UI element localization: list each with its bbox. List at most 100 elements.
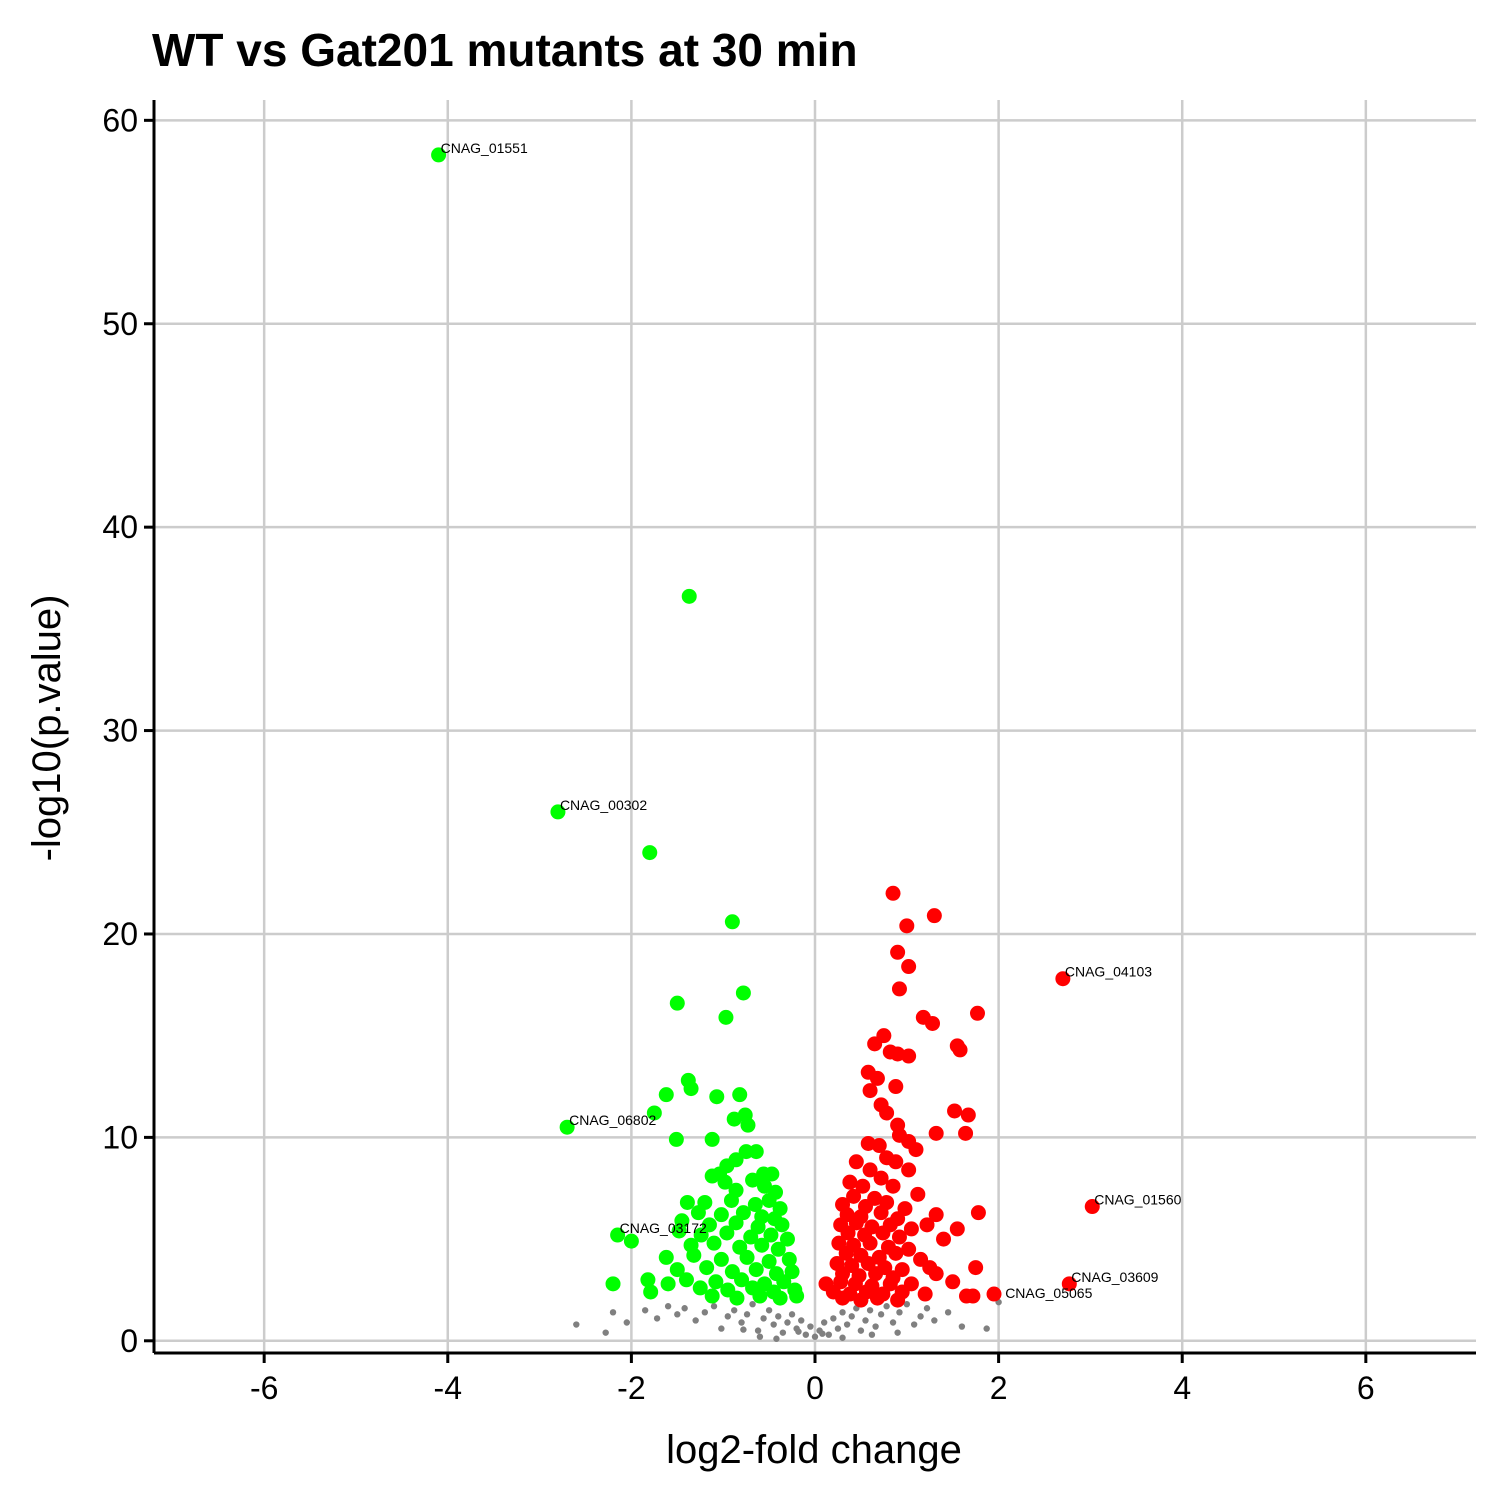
point-up [840,1225,856,1241]
point-up [891,1229,907,1245]
point-up [835,1290,851,1306]
y-tick-label: 30 [102,713,138,749]
grid-layer [154,100,1476,1353]
point-down [713,1251,729,1267]
point-ns [692,1317,699,1324]
point-ns [623,1319,630,1326]
x-tick-label: -2 [617,1370,645,1406]
x-tick-label: -6 [250,1370,278,1406]
point-down [763,1227,779,1243]
point-up [926,908,942,924]
point-up [848,1215,864,1231]
point-ns [760,1315,767,1322]
point-up [885,1178,901,1194]
point-down [719,1225,735,1241]
point-up [960,1107,976,1123]
point-up [867,1036,883,1052]
point-down [643,1284,659,1300]
point-up [949,1221,965,1237]
x-tick-label: 6 [1357,1370,1375,1406]
point-ns [664,1303,672,1310]
point-down [752,1288,768,1304]
point-up [901,1241,917,1257]
point-up [862,1235,878,1251]
point-ns [779,1329,787,1336]
y-tick-label: 50 [102,306,138,342]
point-down [779,1231,795,1247]
chart-title: WT vs Gat201 mutants at 30 min [152,24,858,76]
point-down [739,1249,755,1265]
point-down [728,1215,744,1231]
point-down [748,1262,764,1278]
point-up [888,1245,904,1261]
point-down [718,1009,734,1025]
point-down [709,1089,725,1105]
point-up [869,1290,885,1306]
point-ns [802,1331,810,1338]
point-ns [807,1323,814,1330]
point-down [747,1197,763,1213]
point-up [862,1083,878,1099]
point-ns [877,1311,885,1318]
y-tick-label: 40 [102,509,138,545]
point-down [605,1276,621,1292]
point-down [686,1247,702,1263]
point-up [901,959,917,975]
point-down [761,1253,777,1269]
point-up [888,1154,904,1170]
point-ns [868,1331,876,1338]
point-down [761,1192,777,1208]
x-tick-label: 0 [806,1370,824,1406]
point-down [734,1272,750,1288]
point-down [704,1131,720,1147]
point-down [735,985,751,1001]
point-down [671,1223,687,1239]
point-ns [773,1335,780,1342]
point-up [890,1292,906,1308]
point-up [873,1170,889,1186]
point-down [692,1280,708,1296]
point-down [623,1233,639,1249]
point-ns [848,1313,855,1320]
point-ns [843,1321,851,1328]
point-up [917,1286,933,1302]
point-down [701,1217,717,1233]
point-up [891,981,907,997]
point-down [729,1290,745,1306]
point-ns [958,1323,966,1330]
y-tick-label: 20 [102,916,138,952]
point-ns [731,1307,738,1314]
point-ns [710,1303,718,1310]
point-ns [820,1319,828,1326]
point-up [855,1178,871,1194]
point-down [764,1166,780,1182]
point-down [642,845,658,861]
point-up [899,918,915,934]
point-up [868,1266,884,1282]
point-ns [681,1305,688,1312]
point-down [704,1288,720,1304]
point-labels-layer: CNAG_01551 CNAG_00302 CNAG_04103 CNAG_06802… [441,140,1182,1301]
point-up [986,1286,1002,1302]
point-up [869,1070,885,1086]
point-up [928,1207,944,1223]
point-up [1055,971,1071,987]
point-down [724,914,740,930]
point-ns [811,1333,819,1340]
point-down [723,1192,739,1208]
point-down [658,1087,674,1103]
y-tick-label: 60 [102,102,138,138]
x-axis-title: log2-fold change [666,1428,962,1472]
point-ns [775,1313,782,1320]
y-tick-label: 10 [102,1119,138,1155]
point-ns [738,1319,745,1326]
point-ns [862,1317,869,1324]
point-up [969,1005,985,1021]
point-up [879,1105,895,1121]
point-up [901,1048,917,1064]
point-up [890,944,906,960]
point-ns [743,1311,751,1318]
gene-label: CNAG_00302 [560,797,647,813]
point-ns [701,1309,709,1316]
point-up [853,1292,869,1308]
